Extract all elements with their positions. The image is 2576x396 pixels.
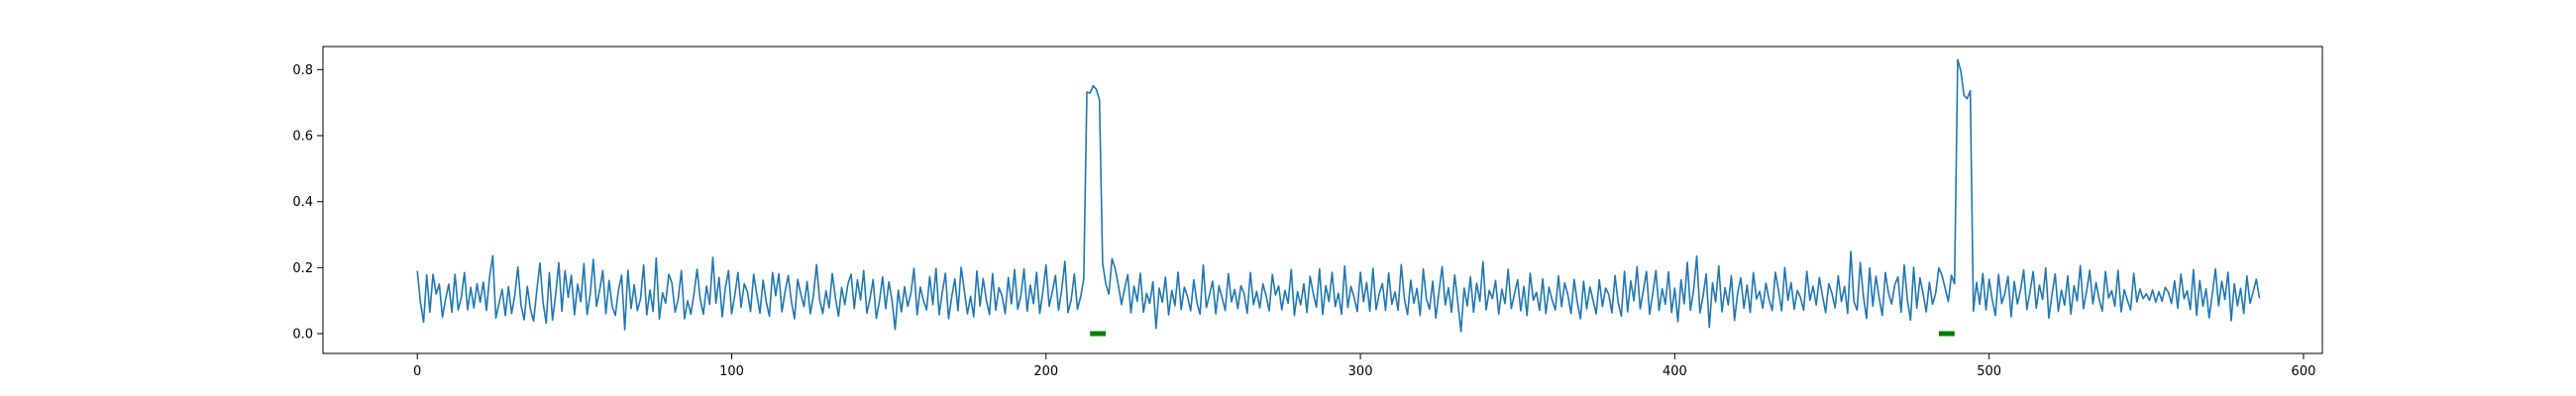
x-tick-label: 600 [2292,364,2316,379]
x-tick-label: 300 [1348,364,1373,379]
axis-ticks: 0 100 200 300 400 500 600 0.0 0.2 0.4 0.6 0.8 [292,63,2315,379]
x-tick-label: 500 [1977,364,2001,379]
x-tick-label: 100 [719,364,744,379]
x-tick-label: 200 [1033,364,1058,379]
y-tick-label: 0.0 [292,328,313,343]
plot-area [416,58,2261,337]
axes-frame [322,46,2323,354]
y-tick-label: 0.2 [292,261,313,276]
x-tick-label: 400 [1663,364,1687,379]
y-tick-label: 0.8 [292,63,313,78]
x-tick-label: 0 [413,364,421,379]
y-tick-label: 0.4 [292,195,313,210]
series-line-signal [416,58,2261,333]
y-tick-label: 0.6 [292,130,313,145]
